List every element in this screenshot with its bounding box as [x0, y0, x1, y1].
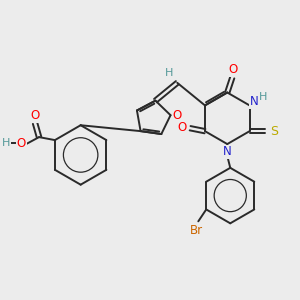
Text: O: O — [31, 109, 40, 122]
Text: H: H — [259, 92, 268, 103]
Text: S: S — [270, 125, 278, 138]
Text: H: H — [2, 138, 10, 148]
Text: O: O — [178, 121, 187, 134]
Text: O: O — [173, 109, 182, 122]
Text: H: H — [165, 68, 173, 78]
Text: N: N — [250, 95, 259, 108]
Text: Br: Br — [190, 224, 203, 237]
Text: N: N — [223, 146, 232, 158]
Text: O: O — [229, 63, 238, 76]
Text: O: O — [16, 136, 26, 150]
